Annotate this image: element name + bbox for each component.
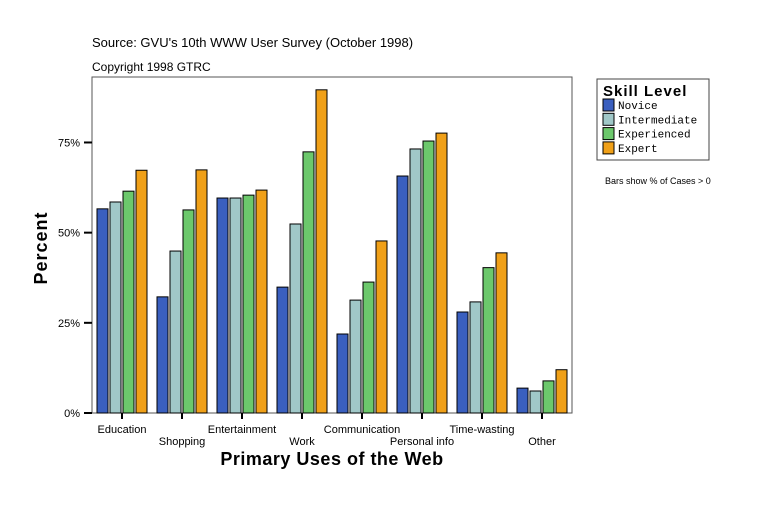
copyright-line: Copyright 1998 GTRC	[92, 60, 211, 74]
bar-intermediate-education	[109, 201, 122, 414]
x-tick-label: Shopping	[159, 436, 206, 448]
bar-experienced-entertainment	[242, 194, 255, 414]
bar-novice-education	[96, 208, 109, 414]
bar-experienced-work	[302, 151, 315, 414]
legend-title: Skill Level	[603, 83, 687, 100]
legend-label-intermediate: Intermediate	[618, 115, 697, 127]
bar-novice-other	[516, 387, 529, 414]
y-tick-label: 75%	[58, 137, 80, 149]
y-tick-label: 0%	[64, 408, 80, 420]
legend-box	[596, 78, 710, 161]
bar-expert-personal-info	[435, 132, 448, 414]
bar-experienced-education	[122, 190, 135, 414]
x-tick-label: Other	[528, 436, 556, 448]
bar-expert-shopping	[195, 169, 208, 414]
legend-label-experienced: Experienced	[618, 130, 691, 142]
cases-note: Bars show % of Cases > 0	[605, 176, 711, 186]
bar-intermediate-communication	[349, 299, 362, 414]
bar-experienced-time-wasting	[482, 267, 495, 414]
bar-intermediate-time-wasting	[469, 301, 482, 414]
x-tick-label: Communication	[324, 424, 400, 436]
bar-experienced-communication	[362, 281, 375, 414]
x-tick-label: Education	[98, 424, 147, 436]
bar-experienced-other	[542, 380, 555, 414]
y-axis: 0% 25% 50% 75%	[58, 137, 92, 420]
bar-expert-communication	[375, 240, 388, 414]
bar-novice-personal-info	[396, 175, 409, 414]
bar-expert-education	[135, 169, 148, 414]
bar-intermediate-shopping	[169, 250, 182, 414]
legend-swatch-experienced	[602, 127, 615, 141]
legend-label-expert: Expert	[618, 144, 658, 156]
legend-swatch-intermediate	[602, 112, 615, 126]
legend: Skill Level Novice Intermediate Experience…	[596, 78, 710, 161]
bar-novice-shopping	[156, 296, 169, 414]
y-tick-label: 50%	[58, 228, 80, 240]
bar-expert-entertainment	[255, 189, 268, 414]
bar-experienced-shopping	[182, 209, 195, 414]
legend-swatch-expert	[602, 141, 615, 155]
bar-intermediate-personal-info	[409, 148, 422, 414]
bar-novice-work	[276, 286, 289, 414]
bars	[96, 89, 568, 414]
y-axis-title: Percent	[31, 211, 51, 284]
bar-expert-time-wasting	[495, 252, 508, 414]
bar-experienced-personal-info	[422, 140, 435, 414]
source-line: Source: GVU's 10th WWW User Survey (Octo…	[92, 35, 413, 50]
x-tick-label: Time-wasting	[450, 424, 515, 436]
legend-label-novice: Novice	[618, 101, 658, 113]
bar-novice-time-wasting	[456, 311, 469, 414]
bar-expert-other	[555, 369, 568, 414]
legend-swatch-novice	[602, 98, 615, 112]
bar-novice-entertainment	[216, 197, 229, 414]
x-axis-title: Primary Uses of the Web	[220, 449, 443, 469]
x-tick-label: Work	[289, 436, 315, 448]
bar-intermediate-other	[529, 390, 542, 414]
bar-expert-work	[315, 89, 328, 414]
bar-intermediate-work	[289, 223, 302, 414]
x-tick-label: Entertainment	[208, 424, 276, 436]
bar-intermediate-entertainment	[229, 197, 242, 414]
y-tick-label: 25%	[58, 318, 80, 330]
bar-novice-communication	[336, 333, 349, 414]
x-tick-label: Personal info	[390, 436, 454, 448]
